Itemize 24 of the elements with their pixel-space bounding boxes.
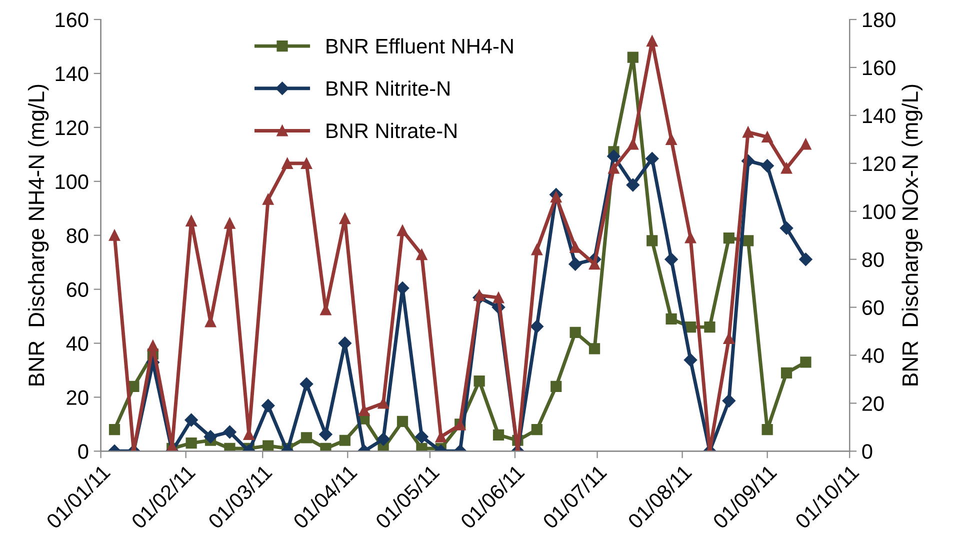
- y-tick-label: 0: [78, 444, 88, 459]
- y2-tick-label: 180: [862, 12, 896, 28]
- y-tick-label: 120: [56, 120, 88, 136]
- y-tick-label: 140: [56, 66, 88, 82]
- y2-tick-label: 80: [862, 252, 884, 268]
- y2-axis-title: BNR Discharge NOx-N (mg/L): [902, 84, 922, 386]
- y-tick-label: 100: [56, 174, 88, 190]
- y2-tick-label: 120: [862, 156, 896, 172]
- y-tick-label: 160: [56, 12, 88, 28]
- y-tick-label: 20: [66, 390, 88, 405]
- y2-tick-label: 140: [862, 108, 896, 124]
- y-tick-label: 60: [66, 282, 88, 298]
- y2-tick-label: 20: [862, 396, 884, 411]
- y2-tick-label: 40: [862, 348, 884, 363]
- legend-label: BNR Effluent NH4-N: [326, 38, 513, 54]
- legend-label: BNR Nitrate-N: [326, 122, 456, 138]
- y-axis-title: BNR Discharge NH4-N (mg/L): [28, 84, 49, 386]
- legend-label: BNR Nitrite-N: [326, 80, 450, 96]
- y2-tick-label: 0: [862, 444, 872, 459]
- y2-tick-label: 100: [862, 204, 896, 220]
- y2-tick-label: 60: [862, 300, 884, 316]
- y2-tick-label: 160: [862, 60, 896, 76]
- y-tick-label: 40: [66, 336, 88, 352]
- y-tick-label: 80: [66, 228, 88, 244]
